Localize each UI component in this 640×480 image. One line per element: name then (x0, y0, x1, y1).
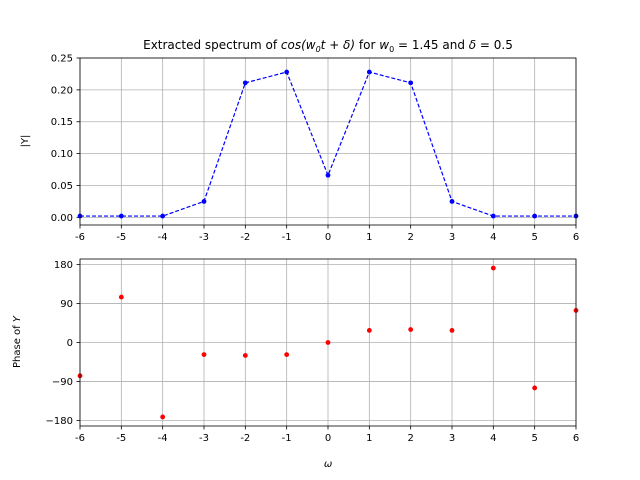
phase-xlabel: ω (324, 459, 332, 470)
phase-data-point (118, 294, 124, 300)
magnitude-data-point (366, 69, 372, 75)
phase-ytick-label: −180 (46, 416, 73, 427)
magnitude-xtick-label: 4 (490, 232, 496, 243)
magnitude-ytick-label: 0.10 (51, 149, 73, 160)
phase-xtick-label: 6 (573, 433, 579, 444)
magnitude-xtick-label: 6 (573, 232, 579, 243)
magnitude-xtick-label: 2 (407, 232, 413, 243)
magnitude-xtick-label: 1 (366, 232, 372, 243)
magnitude-xtick-label: -6 (75, 232, 85, 243)
phase-xtick-label: 1 (366, 433, 372, 444)
magnitude-data-point (201, 199, 207, 204)
phase-data-point (366, 327, 372, 333)
phase-data-point (408, 327, 414, 332)
phase-data-point (160, 414, 166, 420)
magnitude-xtick-label: 5 (531, 232, 537, 243)
phase-xtick-label: 4 (490, 433, 496, 444)
magnitude-xtick-label: -4 (158, 232, 168, 243)
phase-data-point (490, 265, 496, 271)
phase-ytick-label: 0 (67, 338, 73, 349)
magnitude-data-point (490, 213, 496, 219)
magnitude-data-point (284, 69, 290, 75)
magnitude-ytick-label: 0.25 (51, 54, 73, 65)
phase-xtick-label: 2 (407, 433, 413, 444)
magnitude-xtick-label: -3 (199, 232, 209, 243)
magnitude-data-point (408, 80, 414, 86)
phase-ytick-label: 180 (54, 260, 73, 271)
phase-ytick-label: 90 (60, 299, 73, 310)
phase-xtick-label: -3 (199, 433, 209, 444)
magnitude-xtick-label: -5 (116, 232, 126, 243)
phase-data-point (284, 352, 290, 358)
phase-data-point (325, 340, 331, 345)
phase-xtick-label: -4 (158, 433, 168, 444)
phase-xtick-label: -6 (75, 433, 85, 444)
chart-title: Extracted spectrum of cos(w0t + δ) for w… (143, 38, 513, 54)
phase-xtick-label: 5 (531, 433, 537, 444)
magnitude-data-point (160, 213, 166, 219)
magnitude-data-point (118, 213, 124, 219)
magnitude-data-point (449, 199, 455, 204)
phase-ytick-label: −90 (52, 377, 73, 388)
magnitude-xtick-label: -1 (282, 232, 292, 243)
phase-ylabel: Phase of Y (12, 315, 23, 368)
phase-data-point (532, 385, 538, 391)
phase-xtick-label: -2 (240, 433, 250, 444)
magnitude-xtick-label: 3 (449, 232, 455, 243)
phase-xtick-label: -5 (116, 433, 126, 444)
phase-subplot: -6 -5 -4 -3 -2 -1 0 1 2 3 4 5 6 −180 −90 0 90 180 Phase o… (12, 258, 579, 470)
magnitude-ytick-label: 0.00 (51, 213, 73, 224)
phase-xtick-label: -1 (282, 433, 292, 444)
magnitude-plot-frame (79, 57, 577, 226)
phase-plot-frame (79, 258, 577, 427)
magnitude-xtick-label: -2 (240, 232, 250, 243)
magnitude-data-point (325, 172, 331, 178)
magnitude-ytick-label: 0.20 (51, 85, 73, 96)
magnitude-ylabel: |Y| (20, 135, 31, 148)
phase-xtick-label: 0 (325, 433, 331, 444)
magnitude-xtick-label: 0 (325, 232, 331, 243)
phase-data-point (201, 352, 207, 358)
magnitude-subplot: -6 -5 -4 -3 -2 -1 0 1 2 3 4 5 6 0.00 0.05 0.10 0.15 0.20 0… (20, 54, 579, 244)
magnitude-data-point (242, 80, 248, 86)
phase-data-point (449, 327, 455, 333)
phase-data-point (242, 353, 248, 358)
magnitude-data-point (532, 213, 538, 219)
phase-xtick-label: 3 (449, 433, 455, 444)
magnitude-ytick-label: 0.05 (51, 181, 73, 192)
magnitude-ytick-label: 0.15 (51, 117, 73, 128)
